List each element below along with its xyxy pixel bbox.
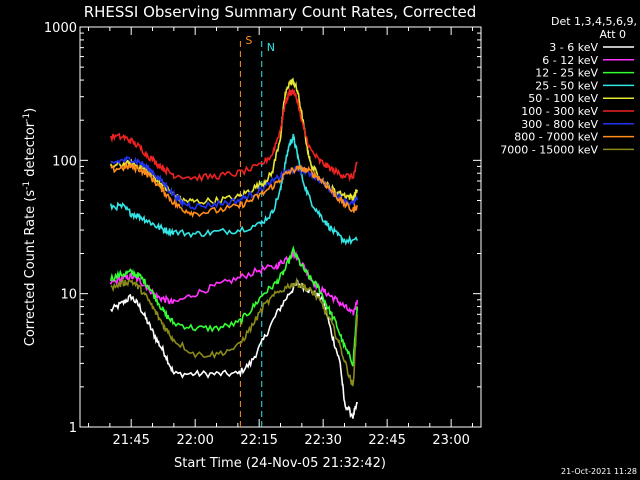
series-line <box>109 87 358 183</box>
series-line <box>110 279 359 419</box>
legend-label: 6 - 12 keV <box>542 54 598 67</box>
legend-label: 100 - 300 keV <box>521 105 598 118</box>
marker-label: N <box>267 41 275 54</box>
series-lines <box>109 77 359 419</box>
y-axis-label-exponent: -1 <box>22 181 32 190</box>
legend-label: 3 - 6 keV <box>549 41 598 54</box>
y-tick-label: 100 <box>52 154 77 169</box>
y-axis-label-part: detector <box>23 121 38 181</box>
y-axis-ticks: 1 10 100 1000 <box>44 21 481 436</box>
y-axis-label-part: Corrected Count Rate (s <box>23 190 38 347</box>
x-tick-label: 22:15 <box>240 433 277 448</box>
series-line <box>110 161 359 219</box>
x-tick-label: 22:30 <box>304 433 341 448</box>
x-tick-label: 22:45 <box>368 433 405 448</box>
legend-header-line: Det 1,3,4,5,6,9, <box>551 15 637 28</box>
marker-lines: SN <box>239 34 275 427</box>
series-line <box>109 245 359 367</box>
legend-label: 50 - 100 keV <box>528 92 598 105</box>
y-axis-label: Corrected Count Rate (s-1 detector-1) <box>22 108 38 346</box>
series-line <box>110 155 359 210</box>
series-line <box>109 133 359 246</box>
x-tick-label: 22:00 <box>176 433 213 448</box>
legend-label: 7000 - 15000 keV <box>500 143 598 156</box>
y-tick-label: 1 <box>69 421 77 436</box>
legend-label: 25 - 50 keV <box>535 79 598 92</box>
series-line <box>109 250 359 316</box>
footer-timestamp: 21-Oct-2021 11:28 <box>561 467 637 476</box>
series-line <box>109 77 359 206</box>
x-tick-label: 23:00 <box>432 433 469 448</box>
y-tick-label: 10 <box>60 288 77 303</box>
y-axis-label-exponent: -1 <box>22 113 32 122</box>
series-line <box>110 276 359 387</box>
legend-label: 12 - 25 keV <box>535 67 598 80</box>
y-axis-label-part: ) <box>23 108 38 113</box>
chart-title: RHESSI Observing Summary Count Rates, Co… <box>84 3 477 21</box>
x-axis-ticks: 21:45 22:00 22:15 22:30 22:45 23:00 <box>88 27 473 448</box>
marker-label: S <box>245 34 252 47</box>
x-tick-label: 21:45 <box>112 433 149 448</box>
x-axis-label: Start Time (24-Nov-05 21:32:42) <box>174 456 386 471</box>
y-tick-label: 1000 <box>44 21 77 36</box>
legend-label: 800 - 7000 keV <box>514 131 598 144</box>
legend-header-line: Att 0 <box>600 28 626 41</box>
plot-frame <box>79 26 482 428</box>
legend-label: 300 - 800 keV <box>521 118 598 131</box>
